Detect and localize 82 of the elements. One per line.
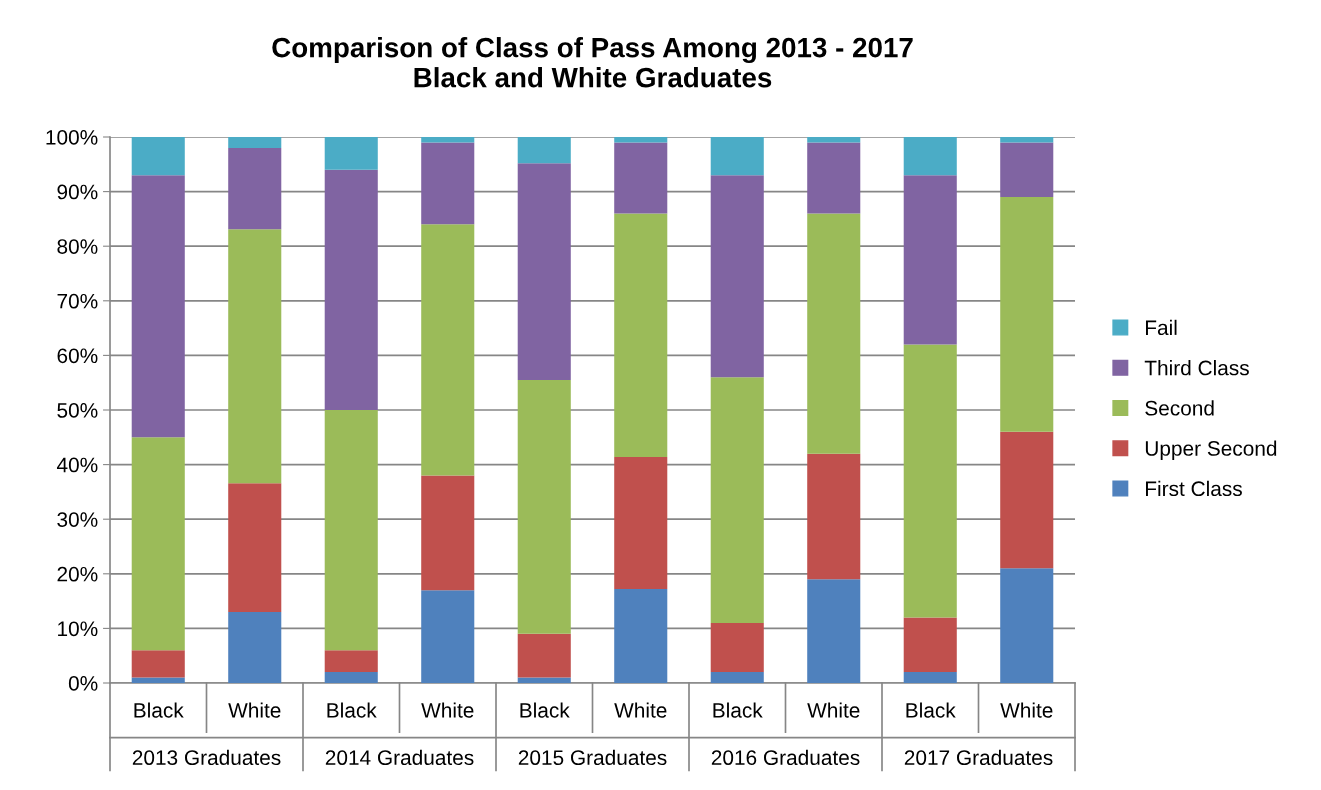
text: 2015 Graduates [518,749,667,766]
legend-label: Upper Second [1145,440,1277,460]
bar [228,147,282,230]
y-tick-label: 0% [68,676,98,691]
bar [228,137,282,148]
y-tick-label: 40% [56,457,98,473]
bar [324,672,378,683]
bar [1000,197,1054,432]
bar [421,137,475,143]
y-tick-label: 30% [57,512,98,527]
bar [131,437,185,651]
bar [807,213,861,454]
x-tick-label: White [614,702,667,718]
x-tick-label: Black [713,702,763,718]
bar [517,163,571,380]
x-tick-label: Black [134,702,184,718]
bar [131,137,185,176]
y-tick-label: 50% [57,403,98,418]
bar [710,175,764,378]
bar [421,590,475,683]
bar [228,612,282,683]
x-tick-label: White [421,702,474,718]
bar [614,213,668,457]
bar [324,169,378,410]
bar [131,677,185,683]
bar [517,633,571,678]
bar [614,137,668,143]
bar [614,589,668,683]
bar [324,137,378,170]
x-tick-label: Black [520,702,570,718]
legend-label: First Class [1146,480,1242,497]
y-tick-label: 80% [57,239,98,254]
y-tick-label: 100% [46,130,98,145]
bar [517,379,571,634]
bar [324,650,378,673]
bar [903,617,957,673]
legend-label: Second [1145,400,1214,416]
x-tick-label: Black [906,702,956,718]
bar [421,224,475,476]
bar [131,175,185,438]
bar [1000,568,1054,683]
bar [807,579,861,683]
bar [324,410,378,651]
bar [421,475,475,591]
text: 2014 Graduates [325,749,474,766]
text: 2013 Graduates [132,749,281,766]
bar [807,453,861,580]
bar [1000,142,1054,198]
bar [1000,137,1054,143]
text: 2017 Graduates [904,749,1053,766]
bar [807,142,861,214]
y-tick-label: 20% [57,566,98,582]
bar [228,229,282,484]
bar [710,377,764,623]
y-tick-label: 10% [58,621,98,637]
legend-label: Fail [1146,319,1177,336]
bar [517,137,571,164]
bar [1000,431,1054,569]
y-tick-label: 70% [57,293,98,309]
x-tick-label: White [228,702,281,718]
bar [710,137,764,176]
x-tick-label: Black [327,702,377,718]
bar [614,142,668,214]
x-tick-label: White [807,702,860,718]
bar [710,622,764,673]
bar [517,677,571,683]
y-tick-label: 60% [57,348,98,364]
bar [903,672,957,683]
bar [614,456,668,590]
legend-label: Third Class [1144,360,1249,376]
bar [903,137,957,176]
bar [421,142,475,225]
bar [228,483,282,613]
bar [710,672,764,683]
y-tick-label: 90% [57,184,98,200]
x-tick-label: White [1000,702,1053,718]
bar [807,137,861,143]
bar [903,344,957,618]
text: 2016 Graduates [711,749,860,766]
bar [131,650,185,678]
bar [903,175,957,345]
chart-title: Comparison of Class of Pass Among 2013 - 2017 Black and White Graduates [272,37,913,88]
